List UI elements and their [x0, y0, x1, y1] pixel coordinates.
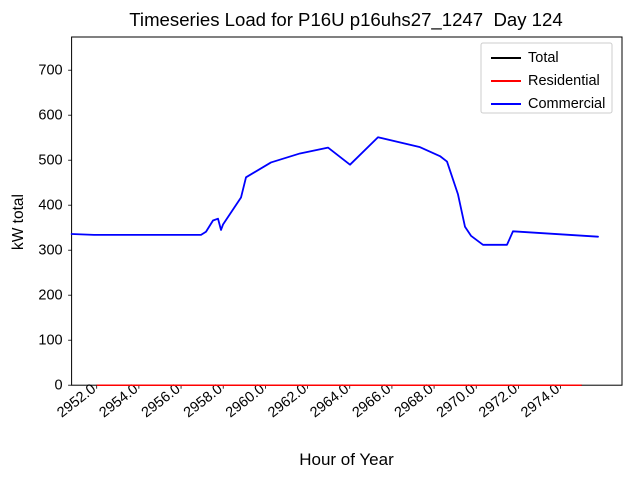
- svg-text:700: 700: [38, 63, 62, 79]
- svg-text:0: 0: [55, 378, 63, 394]
- svg-text:2972.0: 2972.0: [476, 381, 521, 421]
- svg-text:Residential: Residential: [528, 73, 600, 89]
- svg-text:400: 400: [38, 198, 62, 214]
- svg-text:2956.0: 2956.0: [139, 381, 184, 421]
- svg-text:2962.0: 2962.0: [265, 381, 310, 421]
- svg-text:2966.0: 2966.0: [350, 381, 395, 421]
- svg-text:2968.0: 2968.0: [392, 381, 437, 421]
- svg-text:300: 300: [38, 243, 62, 259]
- svg-text:2954.0: 2954.0: [97, 381, 142, 421]
- svg-text:2974.0: 2974.0: [518, 381, 563, 421]
- svg-text:Total: Total: [528, 50, 559, 66]
- svg-text:2960.0: 2960.0: [223, 381, 268, 421]
- svg-text:100: 100: [38, 333, 62, 349]
- svg-text:2970.0: 2970.0: [434, 381, 479, 421]
- svg-text:2958.0: 2958.0: [181, 381, 226, 421]
- svg-text:Commercial: Commercial: [528, 96, 605, 112]
- svg-text:200: 200: [38, 288, 62, 304]
- svg-text:600: 600: [38, 108, 62, 124]
- svg-text:2964.0: 2964.0: [307, 381, 352, 421]
- svg-text:500: 500: [38, 153, 62, 169]
